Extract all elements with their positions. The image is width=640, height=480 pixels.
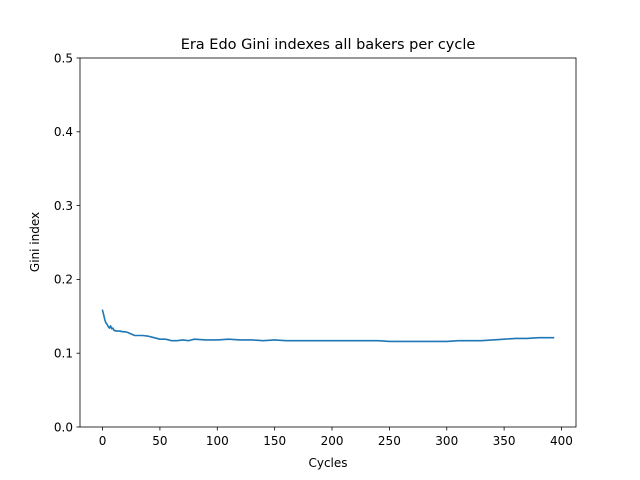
x-tick-label: 50 [152,434,167,448]
y-axis-ticks: 0.0 0.1 0.2 0.3 0.4 0.5 [54,51,80,434]
x-tick-label: 100 [206,434,229,448]
x-tick-label: 350 [493,434,516,448]
x-tick-label: 150 [263,434,286,448]
plot-area [79,57,577,428]
y-tick-label: 0.2 [54,273,73,287]
y-axis-label: Gini index [28,212,42,272]
x-tick-label: 300 [435,434,458,448]
gini-series-line [101,309,555,343]
y-tick-label: 0.3 [54,199,73,213]
y-tick-label: 0.5 [54,51,73,65]
x-axis-label: Cycles [308,456,347,470]
x-tick-label: 400 [550,434,573,448]
y-tick-label: 0.0 [54,420,73,434]
plot-frame [79,57,577,428]
x-axis-ticks: 0 50 100 150 200 250 300 350 400 [99,427,573,448]
y-tick-label: 0.4 [54,125,73,139]
x-tick-label: 200 [321,434,344,448]
y-tick-label: 0.1 [54,347,73,361]
x-tick-label: 0 [99,434,107,448]
x-tick-label: 250 [378,434,401,448]
chart-title: Era Edo Gini indexes all bakers per cycl… [181,37,476,53]
